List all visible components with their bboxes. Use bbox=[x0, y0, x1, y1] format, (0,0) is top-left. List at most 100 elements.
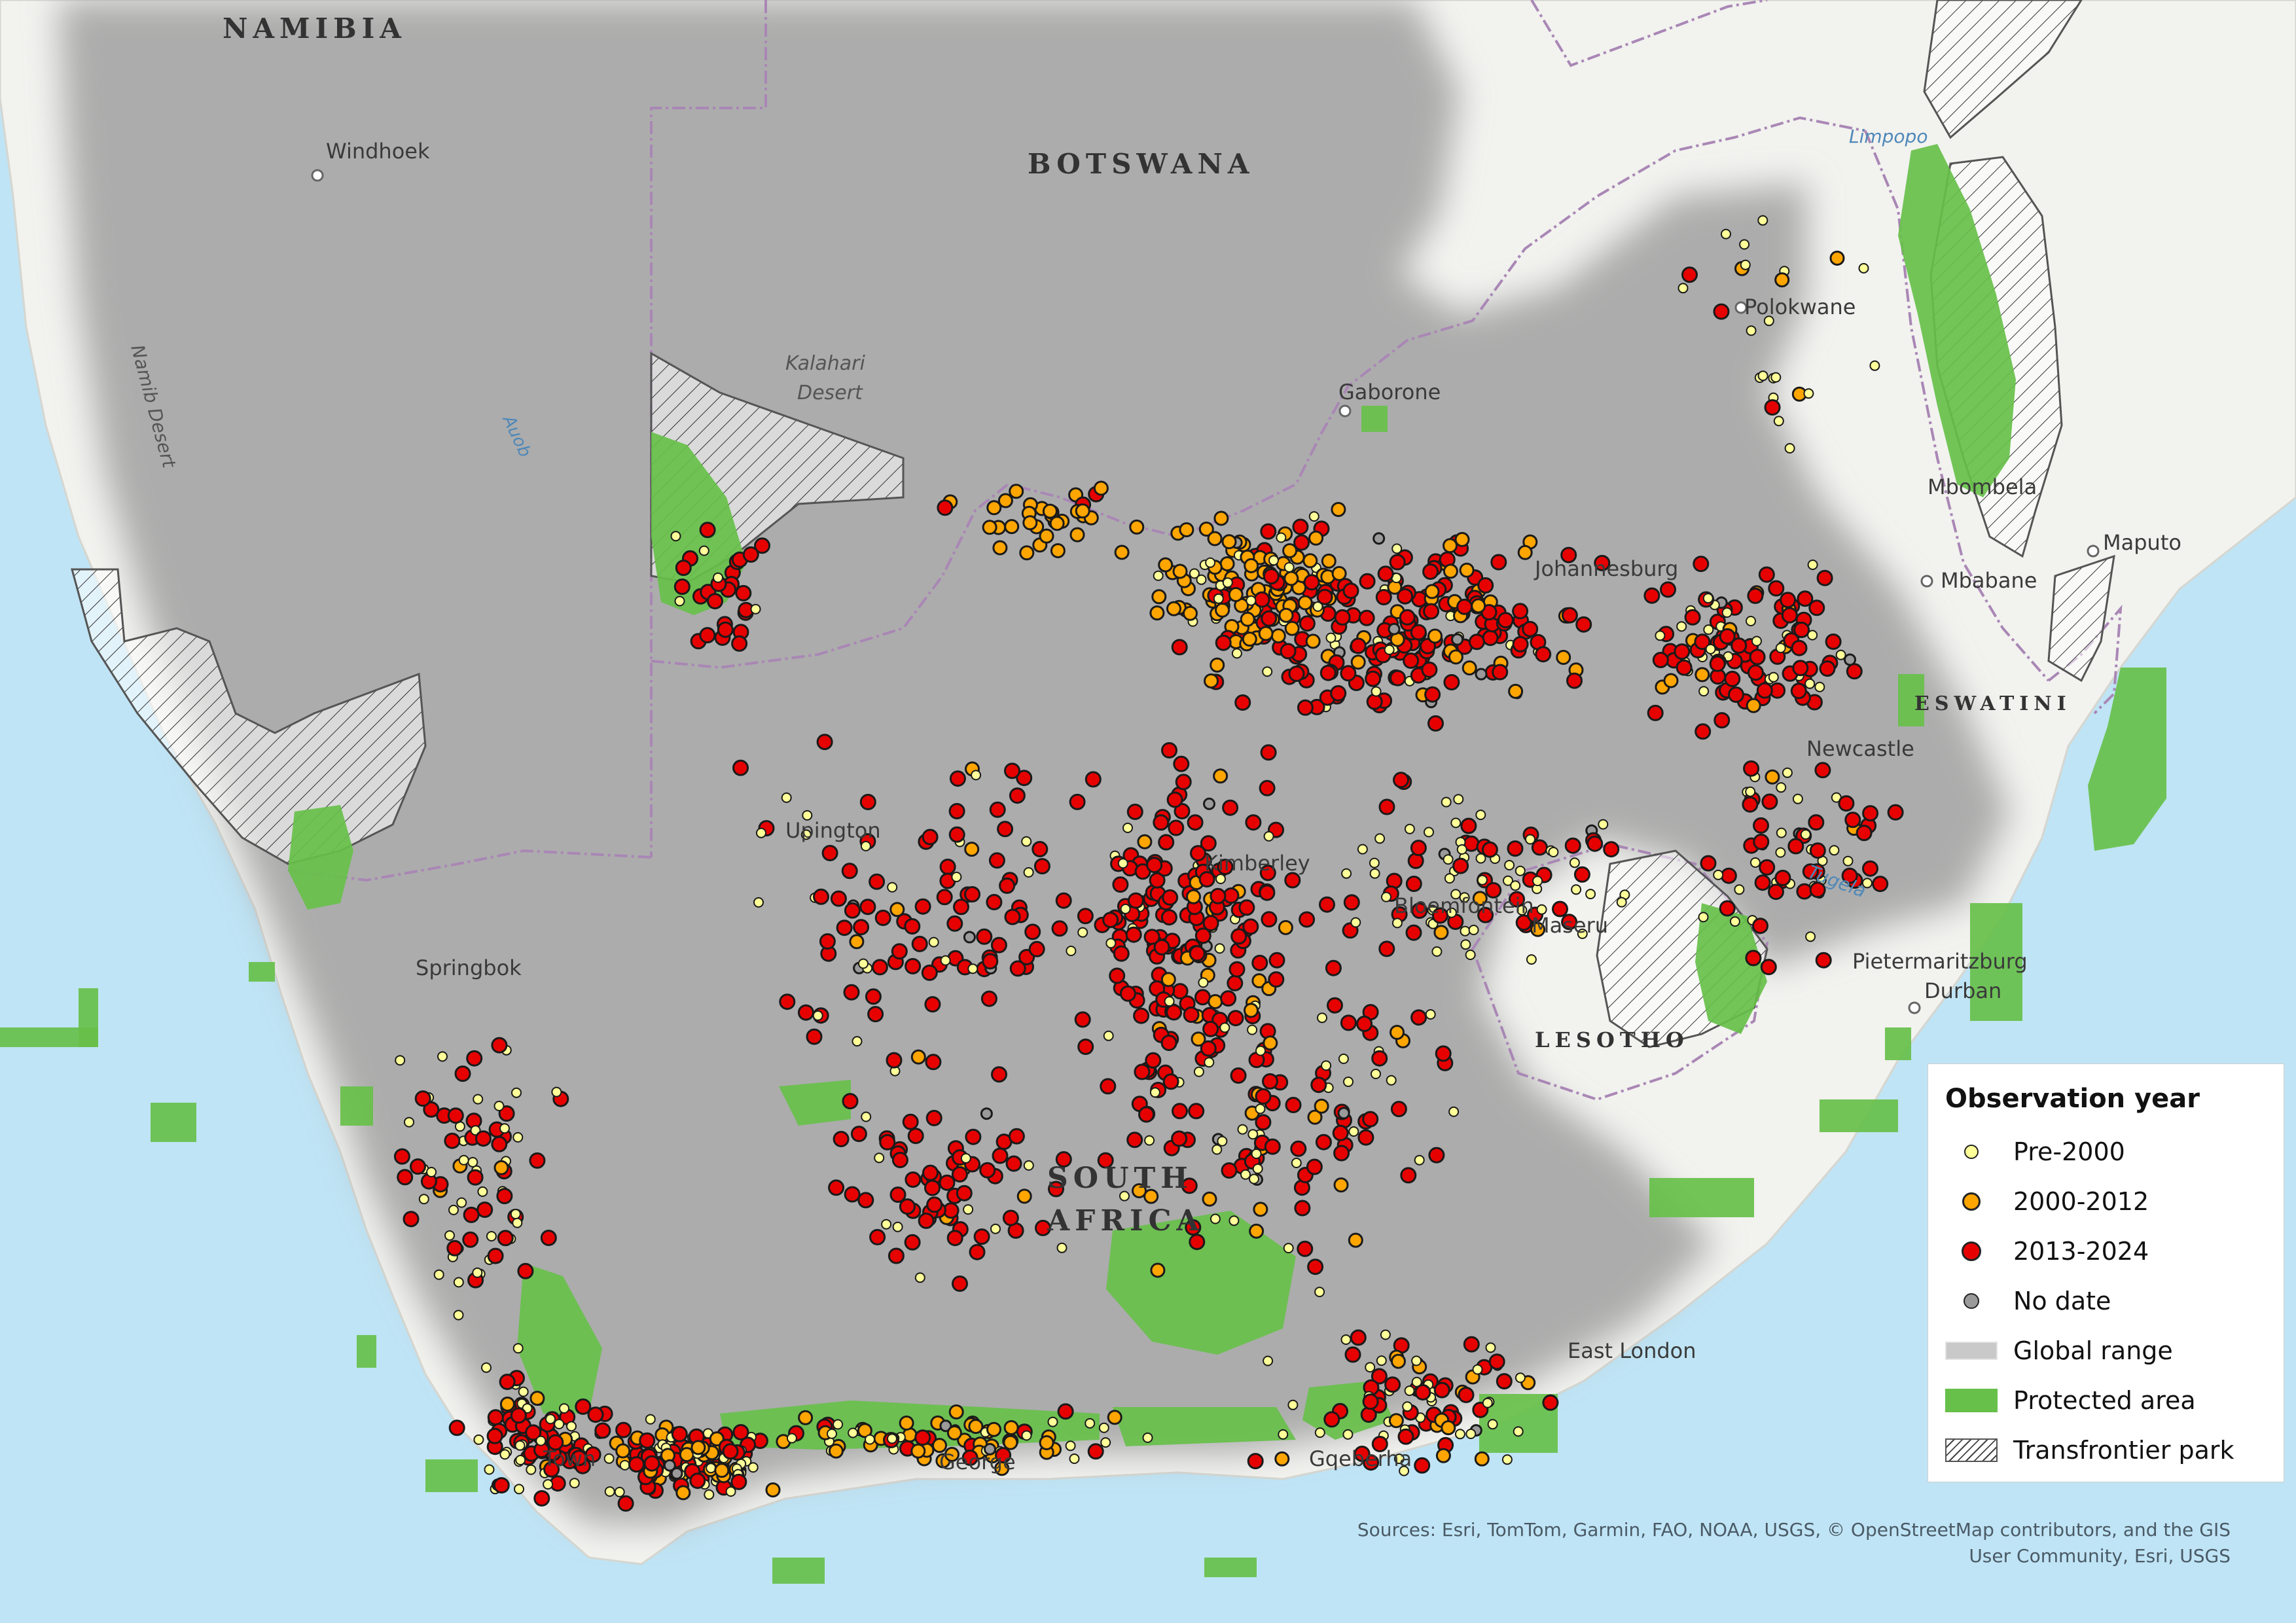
observation-point bbox=[1814, 762, 1831, 779]
legend-label: Global range bbox=[2013, 1336, 2173, 1365]
drakensberg-park bbox=[1695, 903, 1767, 1034]
observation-point bbox=[1465, 950, 1476, 960]
red-dot-icon bbox=[1962, 1241, 1981, 1261]
observation-point bbox=[1407, 852, 1424, 869]
observation-point bbox=[982, 953, 999, 970]
observation-point bbox=[493, 1160, 509, 1175]
observation-point bbox=[1194, 989, 1211, 1006]
observation-point bbox=[1745, 786, 1756, 797]
observation-point bbox=[1405, 876, 1422, 892]
marine-pa-7 bbox=[425, 1459, 478, 1492]
observation-point bbox=[1751, 635, 1762, 647]
observation-point bbox=[1451, 633, 1464, 646]
observation-point bbox=[1428, 1147, 1445, 1164]
observation-point bbox=[874, 1152, 885, 1164]
observation-point bbox=[953, 899, 969, 916]
observation-point bbox=[1220, 990, 1237, 1007]
marine-pa-14 bbox=[1970, 903, 2022, 1021]
observation-point bbox=[1127, 892, 1144, 909]
observation-point bbox=[869, 873, 886, 890]
observation-point bbox=[1757, 215, 1768, 226]
observation-point bbox=[1764, 399, 1781, 416]
marine-pa-12 bbox=[1820, 1099, 1898, 1132]
observation-point bbox=[1166, 1004, 1183, 1021]
observation-point bbox=[891, 1152, 908, 1168]
observation-point bbox=[939, 859, 956, 875]
observation-point bbox=[491, 1037, 508, 1054]
observation-point bbox=[747, 1462, 759, 1473]
observation-point bbox=[1183, 1007, 1200, 1023]
observation-point bbox=[1660, 581, 1676, 598]
observation-point bbox=[463, 1206, 480, 1223]
observation-point bbox=[925, 1054, 942, 1071]
observation-point bbox=[1294, 1200, 1311, 1217]
label-botswana: BOTSWANA bbox=[1028, 148, 1255, 180]
observation-point bbox=[1215, 602, 1230, 618]
observation-point bbox=[1100, 1437, 1111, 1448]
observation-point bbox=[1189, 1234, 1206, 1251]
observation-point bbox=[1475, 810, 1486, 821]
observation-point bbox=[619, 1459, 630, 1471]
observation-point bbox=[604, 1486, 615, 1497]
observation-point bbox=[1475, 668, 1488, 681]
observation-point bbox=[1039, 528, 1054, 544]
observation-point bbox=[1146, 857, 1163, 874]
observation-point bbox=[833, 1419, 844, 1430]
observation-point bbox=[1450, 817, 1462, 829]
observation-point bbox=[887, 882, 898, 893]
observation-point bbox=[1532, 876, 1543, 887]
observation-point bbox=[1435, 1448, 1451, 1463]
observation-point bbox=[1194, 927, 1211, 944]
observation-point bbox=[1431, 946, 1443, 957]
observation-point bbox=[1746, 616, 1756, 626]
observation-point bbox=[395, 1055, 406, 1066]
observation-point bbox=[904, 1234, 921, 1251]
observation-point bbox=[475, 1130, 492, 1147]
observation-point bbox=[1471, 598, 1486, 614]
observation-point bbox=[1213, 768, 1229, 784]
observation-point bbox=[1792, 660, 1809, 677]
observation-point bbox=[1129, 519, 1145, 535]
observation-point bbox=[551, 1086, 562, 1097]
observation-point bbox=[1371, 1436, 1388, 1452]
observation-point bbox=[1781, 607, 1798, 624]
kruger-np bbox=[1898, 144, 2016, 497]
observation-point bbox=[543, 1461, 560, 1478]
observation-point bbox=[1022, 515, 1038, 531]
observation-point bbox=[1330, 685, 1347, 702]
observation-point bbox=[779, 993, 796, 1010]
observation-point bbox=[1278, 1429, 1289, 1440]
observation-point bbox=[1229, 1215, 1240, 1226]
observation-point bbox=[968, 1419, 984, 1435]
observation-point bbox=[1299, 911, 1316, 928]
observation-point bbox=[1100, 1078, 1117, 1095]
label-gaborone: Gaborone bbox=[1338, 380, 1441, 404]
observation-point bbox=[1400, 1167, 1417, 1184]
observation-point bbox=[1202, 1191, 1217, 1207]
observation-point bbox=[1386, 1075, 1397, 1086]
observation-point bbox=[1031, 841, 1049, 857]
observation-point bbox=[1016, 770, 1033, 787]
observation-point bbox=[1321, 1060, 1332, 1071]
observation-point bbox=[1800, 829, 1811, 840]
observation-point bbox=[1278, 607, 1294, 623]
observation-point bbox=[1378, 798, 1395, 815]
observation-point bbox=[1460, 939, 1471, 950]
observation-point bbox=[1515, 1372, 1526, 1383]
observation-point bbox=[673, 579, 691, 595]
observation-point bbox=[510, 1209, 521, 1220]
observation-point bbox=[1844, 653, 1856, 666]
observation-point bbox=[1114, 544, 1130, 560]
observation-point bbox=[1530, 921, 1546, 937]
observation-point bbox=[865, 1434, 875, 1445]
observation-point bbox=[1189, 568, 1200, 579]
observation-point bbox=[454, 1065, 471, 1082]
observation-point bbox=[1317, 1012, 1327, 1024]
observation-point bbox=[812, 1010, 823, 1021]
observation-point bbox=[1193, 1066, 1204, 1077]
observation-point bbox=[1663, 673, 1679, 688]
observation-point bbox=[1384, 644, 1395, 655]
observation-point bbox=[924, 1179, 941, 1196]
observation-point bbox=[1019, 545, 1035, 561]
